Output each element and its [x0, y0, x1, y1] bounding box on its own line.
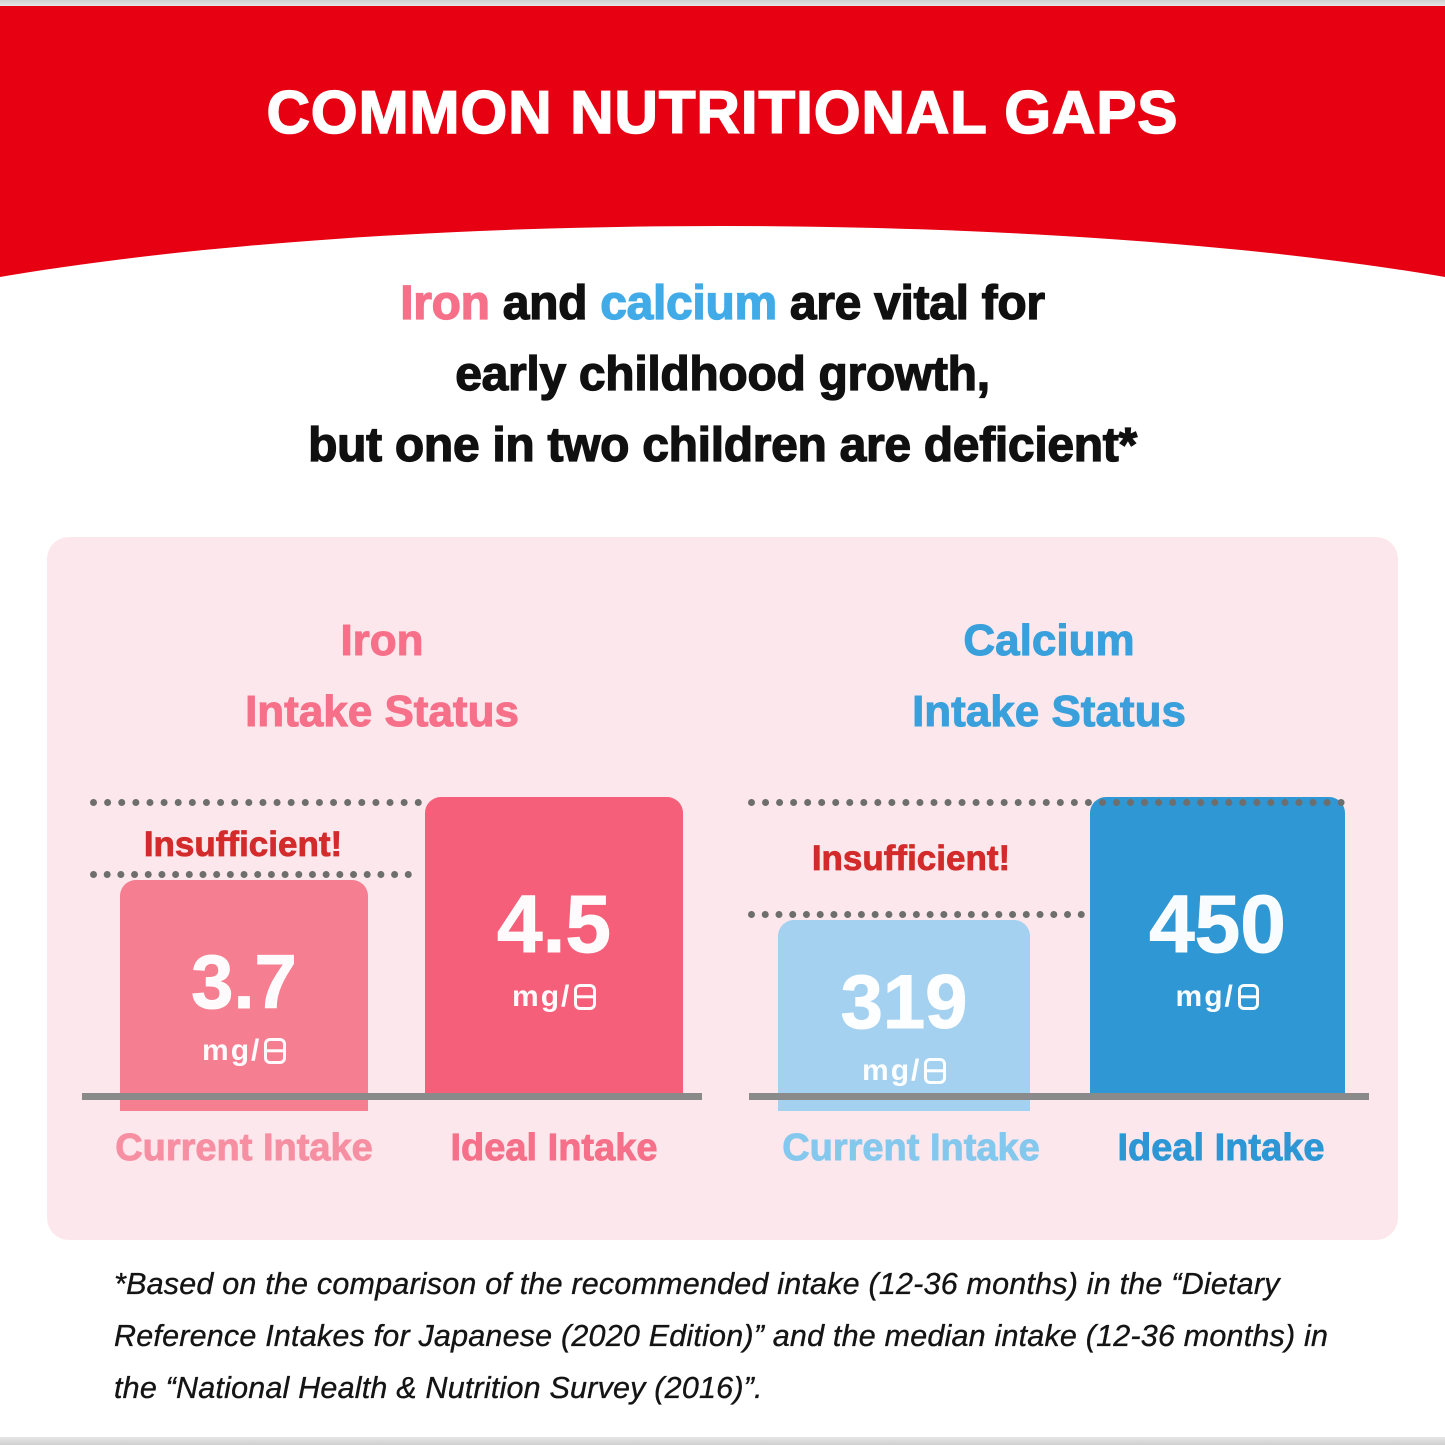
day-kanji-icon — [574, 983, 596, 1010]
iron-chart-title: Iron Intake Status — [67, 605, 697, 747]
day-kanji-icon — [924, 1057, 946, 1084]
calcium-current-value: 319 — [840, 960, 968, 1046]
heading-line-1: Iron and calcium are vital for — [0, 268, 1445, 339]
iron-current-value: 3.7 — [191, 940, 298, 1026]
charts-panel: Iron Intake Status Insufficient! 3.7 mg/… — [47, 537, 1398, 1240]
iron-current-dotted-line — [90, 871, 412, 878]
calcium-ideal-dotted-line — [748, 799, 1345, 806]
bottom-edge-strip — [0, 1437, 1445, 1445]
heading-segment-and: and — [489, 276, 601, 330]
heading-word-iron: Iron — [400, 276, 491, 330]
iron-ideal-dotted-line — [90, 799, 422, 806]
unit-prefix: mg/ — [202, 1034, 262, 1067]
unit-prefix: mg/ — [1175, 980, 1235, 1013]
calcium-current-bar: 319 mg/ — [778, 920, 1030, 1111]
heading-line-3: but one in two children are deficient* — [307, 418, 1137, 472]
calcium-ideal-value: 450 — [1149, 879, 1287, 971]
iron-chart-title-line2: Intake Status — [245, 687, 520, 737]
heading-segment-rest: are vital for — [776, 276, 1045, 330]
iron-current-intake-label: Current Intake — [115, 1127, 374, 1170]
calcium-current-unit: mg/ — [862, 1054, 946, 1088]
heading-word-calcium: calcium — [600, 276, 778, 330]
iron-ideal-intake-label: Ideal Intake — [450, 1127, 658, 1170]
iron-chart-title-line1: Iron — [340, 616, 424, 666]
footnote-line-3: the “National Health & Nutrition Survey … — [114, 1371, 763, 1405]
iron-current-unit: mg/ — [202, 1034, 286, 1068]
main-heading: Iron and calcium are vital for early chi… — [0, 268, 1445, 481]
day-kanji-icon — [1237, 983, 1260, 1010]
iron-ideal-value: 4.5 — [497, 879, 612, 971]
day-kanji-icon — [264, 1037, 286, 1064]
iron-ideal-bar: 4.5 mg/ — [425, 797, 683, 1095]
calcium-ideal-intake-label: Ideal Intake — [1117, 1127, 1325, 1170]
iron-ideal-unit: mg/ — [512, 980, 596, 1014]
banner-title: COMMON NUTRITIONAL GAPS — [266, 78, 1179, 147]
calcium-current-intake-label: Current Intake — [782, 1127, 1041, 1170]
calcium-chart-title-line2: Intake Status — [912, 687, 1187, 737]
footnote-line-1: *Based on the comparison of the recommen… — [114, 1267, 1280, 1301]
heading-line-2: early childhood growth, — [455, 347, 991, 401]
top-edge-strip — [0, 0, 1445, 6]
iron-current-bar: 3.7 mg/ — [120, 880, 368, 1111]
iron-chart: Iron Intake Status Insufficient! 3.7 mg/… — [67, 537, 702, 1240]
iron-insufficient-label: Insufficient! — [143, 825, 343, 865]
iron-chart-baseline — [82, 1093, 702, 1100]
calcium-chart-title: Calcium Intake Status — [734, 605, 1364, 747]
calcium-ideal-bar: 450 mg/ — [1090, 797, 1345, 1095]
unit-prefix: mg/ — [512, 980, 572, 1013]
unit-prefix: mg/ — [862, 1054, 922, 1087]
header-banner: COMMON NUTRITIONAL GAPS — [0, 6, 1445, 292]
calcium-ideal-unit: mg/ — [1176, 980, 1260, 1014]
calcium-insufficient-label: Insufficient! — [811, 839, 1011, 879]
calcium-current-dotted-line — [748, 911, 1085, 918]
calcium-chart-baseline — [749, 1093, 1369, 1100]
footnote-line-2: Reference Intakes for Japanese (2020 Edi… — [114, 1319, 1329, 1353]
calcium-chart: Calcium Intake Status Insufficient! 319 … — [734, 537, 1369, 1240]
calcium-chart-title-line1: Calcium — [963, 616, 1135, 666]
footnote: *Based on the comparison of the recommen… — [114, 1258, 1364, 1414]
